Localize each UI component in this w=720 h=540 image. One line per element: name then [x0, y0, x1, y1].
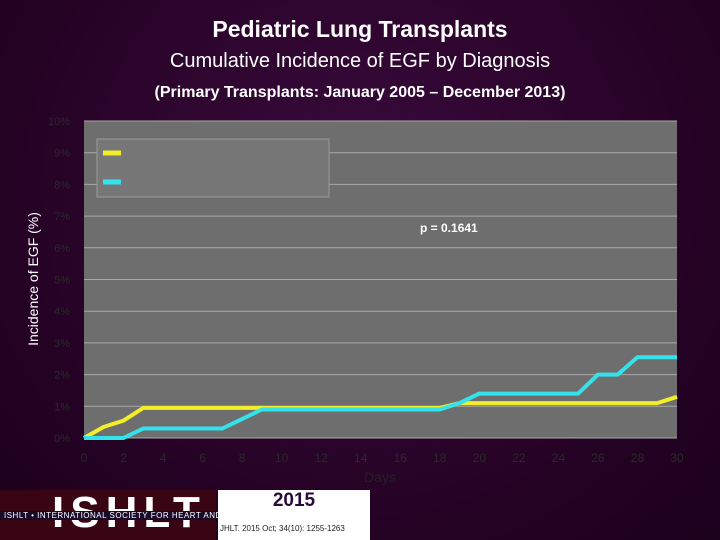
- y-axis-label: Incidence of EGF (%): [25, 212, 41, 346]
- y-tick-label: 10%: [48, 116, 70, 128]
- x-tick-label: 24: [552, 451, 566, 465]
- year-badge: 2015 JHLT. 2015 Oct; 34(10): 1255-1263: [218, 490, 370, 540]
- y-tick-label: 4%: [54, 306, 70, 318]
- x-tick-label: 12: [315, 451, 329, 465]
- x-tick-label: 16: [394, 451, 408, 465]
- y-tick-label: 7%: [54, 211, 70, 223]
- y-tick-label: 3%: [54, 338, 70, 350]
- citation: JHLT. 2015 Oct; 34(10): 1255-1263: [220, 524, 345, 533]
- series-line-2: [84, 355, 677, 440]
- y-tick-label: 6%: [54, 243, 70, 255]
- x-tick-label: 2: [120, 451, 127, 465]
- y-tick-label: 8%: [54, 179, 70, 191]
- x-tick-label: 0: [81, 451, 88, 465]
- chart-subtitle: Cumulative Incidence of EGF by Diagnosis: [169, 50, 551, 72]
- x-tick-label: 8: [239, 451, 246, 465]
- x-tick-label: 6: [199, 451, 206, 465]
- y-tick-label: 2%: [54, 370, 70, 382]
- x-tick-label: 4: [160, 451, 167, 465]
- p-value-annotation: p = 0.1641: [420, 221, 478, 235]
- year: 2015: [272, 490, 316, 511]
- y-tick-label: 5%: [54, 275, 70, 287]
- x-tick-label: 28: [631, 451, 645, 465]
- x-tick-label: 18: [433, 451, 447, 465]
- x-tick-label: 10: [275, 451, 289, 465]
- y-tick-label: 9%: [54, 148, 70, 160]
- x-tick-label: 20: [473, 451, 487, 465]
- x-tick-label: 26: [591, 451, 605, 465]
- x-tick-label: 22: [512, 451, 526, 465]
- x-tick-label: 14: [354, 451, 368, 465]
- y-tick-labels: 0% 1% 2% 3% 4% 5% 6% 7% 8% 9% 10%: [48, 116, 70, 445]
- series-lines: [83, 355, 678, 440]
- chart-title: Pediatric Lung Transplants: [212, 16, 508, 42]
- x-axis-label: Days: [364, 469, 396, 485]
- legend-box: [96, 138, 330, 198]
- chart-note: (Primary Transplants: January 2005 – Dec…: [154, 84, 566, 101]
- y-tick-label: 0%: [54, 433, 70, 445]
- y-tick-label: 1%: [54, 401, 70, 413]
- society-band: ISHLT • INTERNATIONAL SOCIETY FOR HEART …: [0, 511, 370, 520]
- x-tick-label: 30: [670, 451, 684, 465]
- x-tick-labels: 0 2 4 6 8 10 12 14 16 18 20 22 24 26 28 30: [81, 451, 684, 465]
